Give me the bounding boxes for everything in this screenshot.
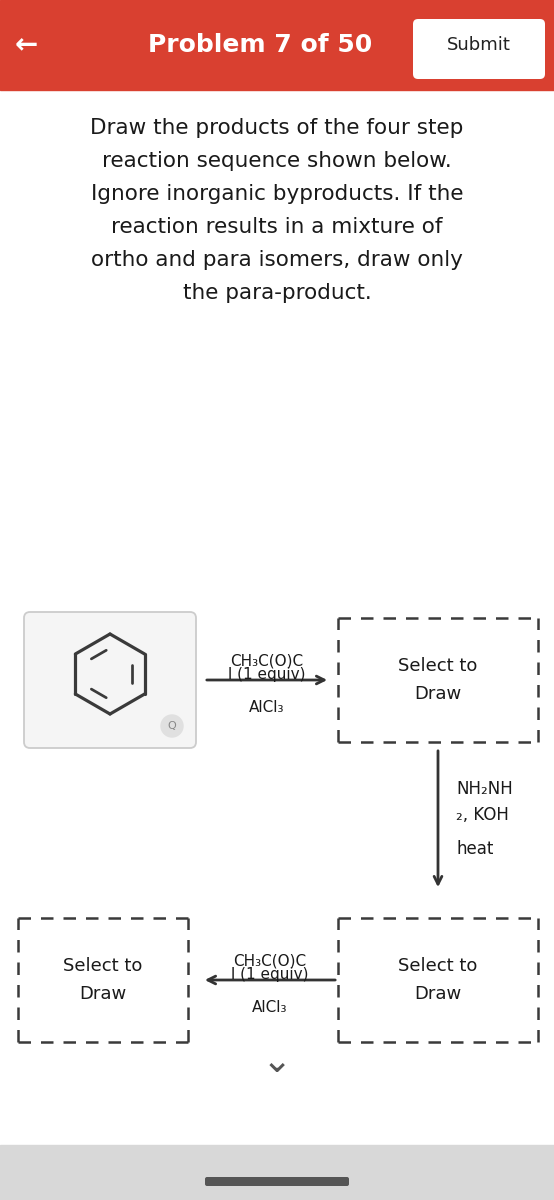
Text: reaction results in a mixture of: reaction results in a mixture of [111, 217, 443, 236]
Text: Q: Q [168, 721, 176, 731]
Text: ←: ← [14, 31, 38, 59]
Text: Select to
Draw: Select to Draw [63, 958, 143, 1003]
Text: ⌄: ⌄ [262, 1045, 292, 1079]
Text: Problem 7 of 50: Problem 7 of 50 [148, 32, 372, 56]
Text: heat: heat [456, 840, 494, 858]
Text: l (1 equiv): l (1 equiv) [228, 667, 306, 682]
Text: NH₂NH: NH₂NH [456, 780, 513, 798]
Text: CH₃C(O)C: CH₃C(O)C [230, 653, 304, 668]
Bar [0, 0, 554, 90]
Text: Select to
Draw: Select to Draw [398, 658, 478, 703]
Circle shape [161, 715, 183, 737]
Text: Submit: Submit [447, 36, 511, 54]
Text: CH₃C(O)C: CH₃C(O)C [233, 953, 306, 968]
Text: AlCl₃: AlCl₃ [252, 1000, 288, 1015]
Text: reaction sequence shown below.: reaction sequence shown below. [102, 151, 452, 170]
Bar [0, 1145, 554, 1200]
Text: Select to
Draw: Select to Draw [398, 958, 478, 1003]
Text: ortho and para isomers, draw only: ortho and para isomers, draw only [91, 250, 463, 270]
Text: Ignore inorganic byproducts. If the: Ignore inorganic byproducts. If the [91, 184, 463, 204]
Text: l (1 equiv): l (1 equiv) [231, 967, 309, 982]
Text: ₂, KOH: ₂, KOH [456, 806, 509, 824]
Text: the para-product.: the para-product. [183, 283, 371, 302]
FancyBboxPatch shape [205, 1177, 349, 1186]
FancyBboxPatch shape [24, 612, 196, 748]
FancyBboxPatch shape [413, 19, 545, 79]
Text: AlCl₃: AlCl₃ [249, 700, 285, 715]
Text: Draw the products of the four step: Draw the products of the four step [90, 118, 464, 138]
